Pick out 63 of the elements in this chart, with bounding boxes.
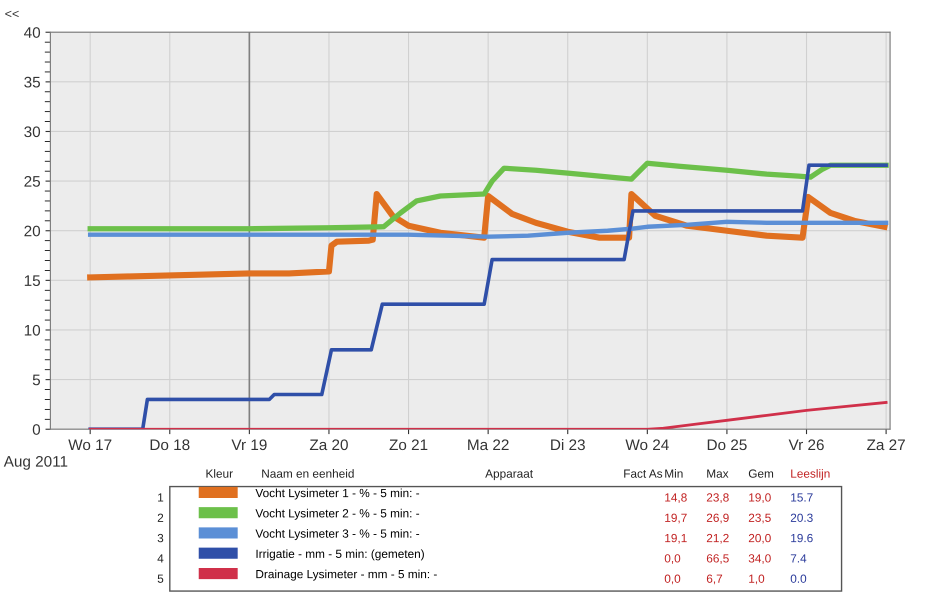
x-tick-label: Zo 21 <box>390 439 428 450</box>
text: 2 <box>158 514 164 522</box>
x-tick-label: Wo 24 <box>625 439 669 450</box>
legend-label: Irrigatie - mm - 5 min: (gemeten) <box>256 549 424 560</box>
y-tick-label: 40 <box>24 27 40 38</box>
text: 19,7 <box>665 514 687 524</box>
text: Max <box>707 470 728 478</box>
text: 19,0 <box>749 493 771 504</box>
text: 7.4 <box>790 554 806 562</box>
text: Apparaat <box>485 470 533 480</box>
x-tick-label: Za 27 <box>867 439 905 450</box>
text: 6,7 <box>706 574 722 584</box>
text: 0.0 <box>790 574 806 583</box>
y-tick-label: 20 <box>24 226 40 236</box>
legend-label: Vocht Lysimeter 1 - % - 5 min: - <box>255 488 420 500</box>
text: 0,0 <box>664 574 680 584</box>
x-tick-label: Do 18 <box>150 439 190 450</box>
y-tick-label: 5 <box>32 374 40 386</box>
text: 14,8 <box>665 493 687 504</box>
line-series <box>88 401 888 430</box>
line-series <box>88 163 888 430</box>
y-tick-label: 15 <box>24 275 40 286</box>
text: 21,2 <box>706 534 729 544</box>
text: Kleur <box>206 469 233 478</box>
x-tick-label: Di 23 <box>551 438 585 450</box>
legend-label: Vocht Lysimeter 2 - % - 5 min: - <box>255 508 420 520</box>
text: 26,9 <box>706 514 729 524</box>
text: 1,0 <box>749 574 764 584</box>
x-tick-label: Wo 17 <box>68 440 112 450</box>
text: << <box>5 10 19 18</box>
y-tick-label: 10 <box>24 324 40 336</box>
text: 4 <box>157 554 164 562</box>
text: Gem <box>748 469 774 478</box>
y-tick-label: 35 <box>24 76 40 88</box>
text: 19,1 <box>665 534 687 544</box>
text: Fact As <box>624 470 662 478</box>
text: Leeslijn <box>791 469 830 480</box>
text: 3 <box>158 534 164 542</box>
text: 23,8 <box>706 493 729 504</box>
y-tick-label: 30 <box>24 126 40 138</box>
x-tick-label: Vr 26 <box>788 439 824 450</box>
x-tick-label: Do 25 <box>708 439 747 450</box>
legend-label: Vocht Lysimeter 3 - % - 5 min: - <box>255 529 420 540</box>
text: Naam en eenheid <box>262 469 354 478</box>
y-tick-label: 25 <box>24 176 40 187</box>
line-series <box>88 220 888 239</box>
x-tick-label: Vr 19 <box>231 439 267 450</box>
y-tick-label: 0 <box>32 424 40 435</box>
text: 34,0 <box>748 554 771 564</box>
text: 20.3 <box>790 514 813 522</box>
x-tick-label: Ma 22 <box>468 439 509 450</box>
text: Aug 2011 <box>4 456 68 470</box>
text: 20,0 <box>748 534 771 544</box>
x-tick-label: Za 20 <box>310 439 348 450</box>
text: Min <box>665 469 683 478</box>
text: 66,5 <box>706 554 729 564</box>
text: 15.7 <box>791 493 813 502</box>
text: 23,5 <box>748 514 771 524</box>
legend-label: Drainage Lysimeter - mm - 5 min: - <box>256 570 437 581</box>
text: 1 <box>158 493 164 502</box>
text: 19.6 <box>791 534 813 542</box>
text: 5 <box>158 574 164 583</box>
text: 0,0 <box>664 554 680 564</box>
